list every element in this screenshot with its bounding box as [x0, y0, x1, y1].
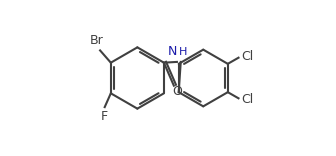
Text: Cl: Cl: [242, 93, 254, 106]
Text: F: F: [101, 110, 108, 123]
Text: N: N: [168, 45, 177, 58]
Text: Br: Br: [90, 34, 104, 47]
Text: O: O: [172, 85, 182, 98]
Text: Cl: Cl: [242, 50, 254, 63]
Text: H: H: [178, 47, 187, 57]
